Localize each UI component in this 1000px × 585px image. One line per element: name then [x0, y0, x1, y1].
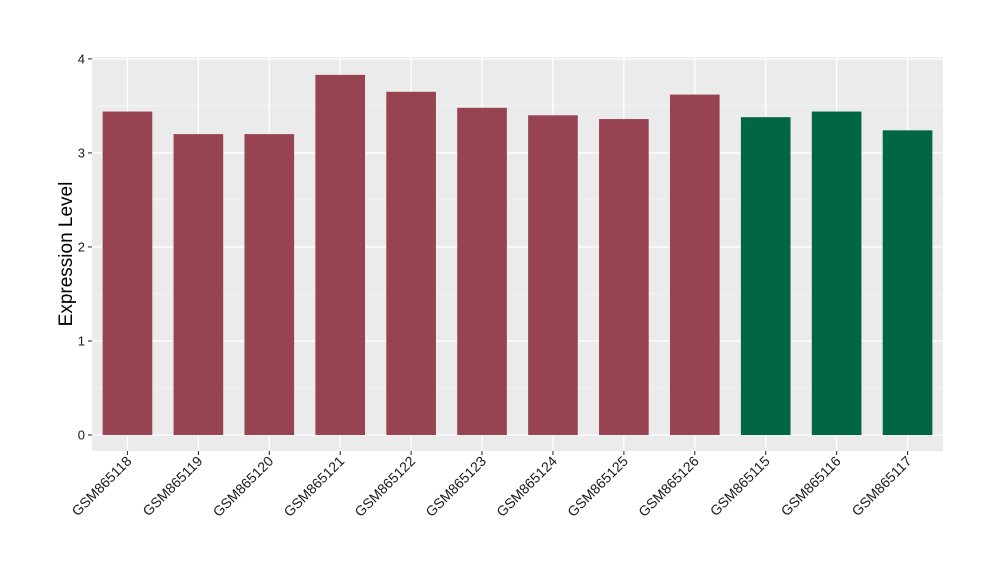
bar-GSM865122 [386, 91, 436, 436]
x-tick-label: GSM865118 [68, 453, 134, 519]
bar-GSM865124 [528, 115, 578, 436]
y-axis-label: Expression Level [56, 182, 77, 327]
bar-GSM865117 [882, 130, 933, 436]
x-tick-label: GSM865122 [351, 453, 418, 520]
y-tick-label: 4 [78, 51, 85, 66]
y-axis: 0 1 2 3 4 [78, 51, 92, 443]
bar-GSM865120 [244, 134, 295, 436]
bar-GSM865121 [315, 74, 366, 436]
bar-GSM865115 [740, 117, 791, 436]
bar-GSM865119 [173, 134, 224, 436]
x-tick-label: GSM865121 [280, 453, 347, 520]
plot-panel [92, 57, 943, 451]
x-tick-label: GSM865116 [778, 453, 844, 519]
x-tick-label: GSM865115 [707, 453, 773, 519]
x-tick-label: GSM865125 [564, 453, 631, 520]
y-tick-label: 2 [78, 239, 85, 254]
bars [102, 74, 933, 436]
y-tick-label: 1 [78, 333, 85, 348]
x-tick-label: GSM865126 [635, 453, 702, 520]
y-tick-label: 0 [78, 428, 85, 443]
x-axis: GSM865118 GSM865119 GSM865120 GSM865121 GSM8… [68, 451, 915, 520]
x-tick-label: GSM865124 [493, 453, 560, 520]
bar-GSM865123 [457, 107, 507, 436]
x-tick-label: GSM865123 [422, 453, 489, 520]
bar-GSM865116 [811, 111, 862, 436]
y-tick-label: 3 [78, 145, 85, 160]
bar-GSM865118 [102, 111, 153, 436]
bar-GSM865125 [599, 119, 649, 436]
x-tick-label: GSM865119 [139, 453, 205, 519]
x-tick-label: GSM865120 [210, 453, 277, 520]
bar-GSM865126 [669, 94, 720, 436]
x-tick-label: GSM865117 [848, 453, 914, 519]
minor-gridlines [92, 105, 943, 389]
